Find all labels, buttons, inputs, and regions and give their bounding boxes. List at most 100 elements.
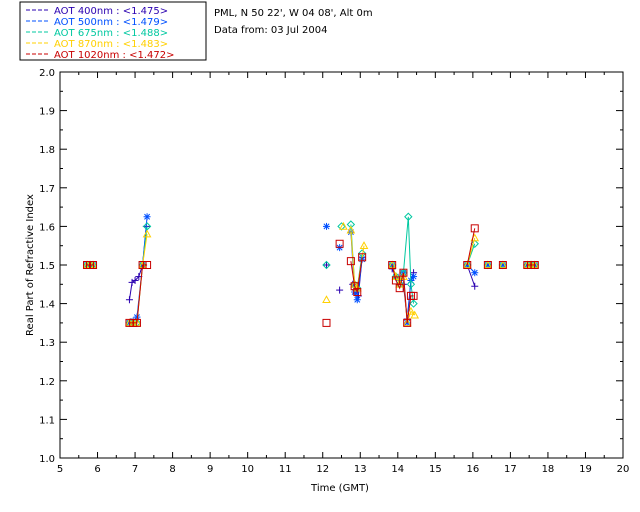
x-tick-label: 10 [241, 464, 254, 475]
x-tick-label: 7 [132, 464, 138, 475]
x-tick-label: 14 [391, 464, 404, 475]
date-info: Data from: 03 Jul 2004 [214, 25, 327, 36]
data-point-triangle [462, 260, 472, 269]
x-tick-label: 15 [429, 464, 442, 475]
data-point-triangle [410, 310, 420, 319]
data-point-diamond [404, 212, 413, 221]
x-tick-label: 16 [466, 464, 479, 475]
data-point-asterisk [143, 213, 151, 221]
series-1 [83, 222, 539, 323]
y-tick-label: 2.0 [39, 68, 55, 79]
data-point-asterisk [322, 222, 330, 230]
x-tick-label: 17 [504, 464, 517, 475]
data-point-square [335, 239, 344, 248]
data-point-asterisk [133, 313, 141, 321]
data-point-square [358, 253, 367, 262]
x-axis-label: Time (GMT) [310, 483, 369, 494]
x-tick-label: 5 [57, 464, 63, 475]
data-point-square [463, 261, 472, 269]
legend: AOT 400nm : <1.475>AOT 500nm : <1.479>AO… [19, 1, 207, 61]
data-point-square [143, 261, 152, 269]
data-point-square [530, 261, 539, 269]
series-2 [83, 213, 539, 327]
data-point-plus [322, 261, 330, 269]
data-point-square [353, 288, 362, 297]
y-tick-label: 1.8 [39, 145, 55, 156]
y-tick-label: 1.6 [39, 222, 55, 233]
data-point-triangle [322, 295, 331, 304]
data-point-plus [471, 282, 479, 290]
series-layer [82, 212, 540, 328]
x-tick-label: 8 [169, 464, 175, 475]
legend-box [19, 1, 207, 61]
x-tick-label: 20 [617, 464, 630, 475]
y-axis-label: Real Part of Refractive Index [25, 194, 36, 336]
data-point-square [322, 318, 331, 327]
data-point-diamond [409, 299, 418, 308]
data-point-asterisk [353, 296, 361, 304]
data-point-triangle [387, 260, 397, 269]
y-tick-label: 1.2 [39, 377, 55, 388]
site-info: PML, N 50 22', W 04 08', Alt 0m [214, 8, 373, 19]
legend-label: AOT 1020nm : <1.472> [54, 50, 174, 61]
y-tick-label: 1.3 [39, 338, 55, 349]
data-point-asterisk [410, 273, 418, 281]
data-point-triangle [142, 229, 152, 238]
data-point-square [470, 224, 479, 233]
series-3 [82, 212, 540, 328]
data-point-square [388, 261, 397, 269]
y-tick-label: 1.5 [39, 261, 55, 272]
data-point-square [409, 291, 418, 300]
y-tick-label: 1.1 [39, 415, 55, 426]
data-point-square [346, 257, 355, 266]
data-point-square [350, 282, 359, 291]
data-point-triangle [339, 221, 348, 230]
data-point-asterisk [471, 269, 479, 277]
y-axis: 1.0 1.1 1.2 1.3 1.4 1.5 1.6 1.7 1.8 1.9 2.0 [39, 68, 623, 465]
data-point-square [403, 318, 412, 327]
data-point-diamond [346, 220, 356, 229]
data-point-square [483, 261, 492, 269]
x-tick-label: 11 [279, 464, 292, 475]
series-line [350, 257, 363, 294]
data-point-triangle [402, 318, 412, 327]
data-point-square [132, 318, 141, 327]
legend-label: AOT 870nm : <1.483> [54, 39, 168, 50]
x-tick-label: 12 [316, 464, 329, 475]
x-tick-label: 6 [94, 464, 100, 475]
data-point-square [395, 284, 404, 293]
legend-label: AOT 400nm : <1.475> [54, 6, 168, 17]
data-point-plus [131, 276, 139, 284]
data-point-square [89, 261, 98, 269]
data-point-triangle [498, 260, 508, 269]
data-point-triangle [346, 225, 356, 234]
y-tick-label: 1.7 [39, 184, 55, 195]
data-point-square [498, 261, 507, 269]
series-5 [83, 224, 539, 327]
data-point-diamond [406, 280, 416, 289]
y-tick-label: 1.9 [39, 107, 55, 118]
data-point-triangle [483, 260, 493, 269]
data-point-square [391, 276, 400, 285]
y-tick-label: 1.4 [39, 300, 55, 311]
data-point-triangle [359, 241, 369, 249]
data-point-diamond [337, 222, 346, 231]
y-tick-label: 1.0 [39, 454, 55, 465]
data-point-plus [125, 296, 133, 304]
legend-label: AOT 675nm : <1.488> [54, 28, 168, 39]
data-point-square [138, 261, 147, 269]
data-point-diamond [470, 239, 479, 248]
series-line [466, 228, 476, 266]
x-tick-label: 9 [207, 464, 213, 475]
series-line [391, 264, 414, 323]
legend-label: AOT 500nm : <1.479> [54, 17, 168, 28]
x-tick-label: 13 [354, 464, 367, 475]
x-tick-label: 19 [579, 464, 592, 475]
x-tick-label: 18 [542, 464, 555, 475]
x-axis: 5 6 7 8 9 10 11 12 13 14 15 16 17 18 19 20 [57, 72, 630, 475]
data-point-square [399, 268, 408, 277]
data-point-plus [336, 286, 344, 294]
series-line [129, 264, 148, 324]
data-point-plus [128, 278, 136, 286]
